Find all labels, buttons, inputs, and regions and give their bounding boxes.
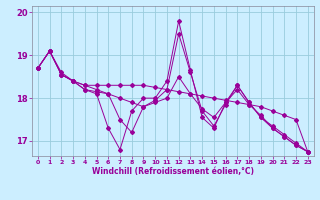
X-axis label: Windchill (Refroidissement éolien,°C): Windchill (Refroidissement éolien,°C) — [92, 167, 254, 176]
